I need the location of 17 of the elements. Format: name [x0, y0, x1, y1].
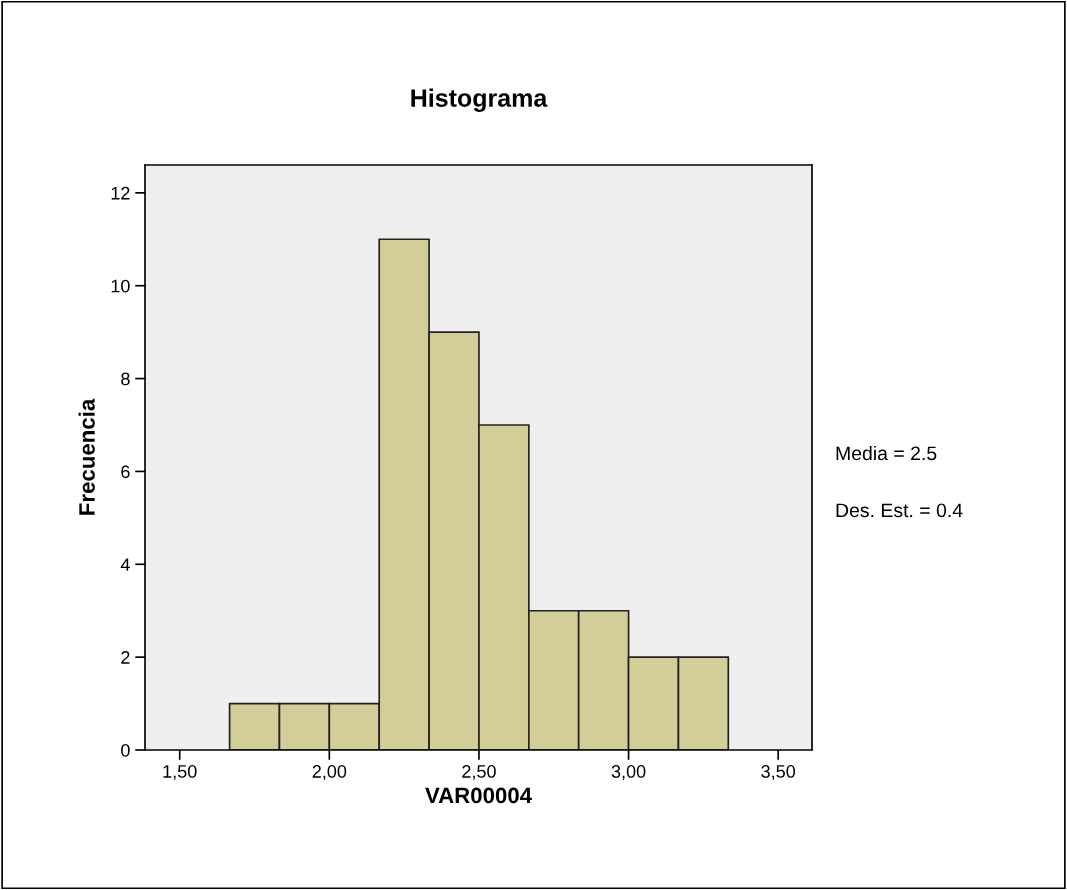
y-tick-label: 4	[120, 558, 130, 571]
y-tick-label: 0	[121, 743, 130, 757]
y-tick-label: 6	[121, 465, 130, 479]
chart-title: Histograma	[411, 88, 548, 112]
y-axis-title: Frecuencia	[78, 398, 95, 515]
x-tick-label: 3,00	[611, 765, 646, 780]
x-tick-label: 2,50	[462, 765, 496, 780]
text: Des. Est. = 0.4	[836, 503, 963, 518]
y-tick-label: 12	[111, 186, 130, 200]
y-tick-label: 8	[121, 372, 130, 386]
text: Media = 2.5	[836, 445, 937, 461]
x-axis-title: VAR00004	[425, 787, 532, 804]
y-tick-label: 10	[111, 279, 130, 293]
x-tick-label: 3,50	[761, 765, 796, 780]
x-tick-label: 1,50	[163, 765, 197, 780]
x-tick-label: 2,00	[312, 765, 347, 780]
y-tick-label: 2	[121, 651, 130, 664]
